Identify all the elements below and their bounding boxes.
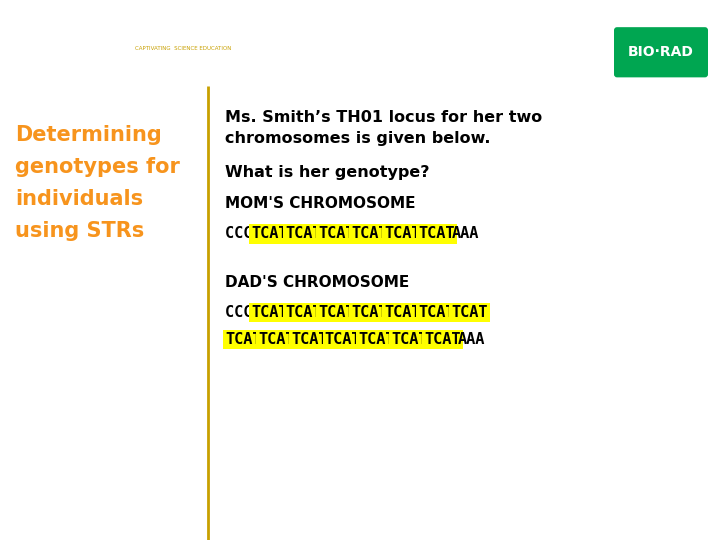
Text: chromosomes is given below.: chromosomes is given below. — [225, 131, 490, 146]
Text: TCAT: TCAT — [392, 332, 428, 347]
Text: TCAT: TCAT — [451, 305, 487, 320]
Text: TCAT: TCAT — [251, 305, 288, 320]
Text: genotypes for: genotypes for — [15, 157, 180, 177]
Text: TCAT: TCAT — [258, 332, 294, 347]
Text: TCAT: TCAT — [325, 332, 361, 347]
Text: AAA: AAA — [451, 226, 479, 241]
Text: Determining: Determining — [15, 125, 162, 145]
Text: Explorer: Explorer — [18, 58, 94, 76]
Text: TCAT: TCAT — [318, 226, 355, 241]
Text: TCAT: TCAT — [351, 226, 388, 241]
Text: using STRs: using STRs — [15, 221, 144, 241]
Text: AAA: AAA — [458, 332, 485, 347]
Text: TCAT: TCAT — [292, 332, 328, 347]
Text: Ms. Smith’s TH01 locus for her two: Ms. Smith’s TH01 locus for her two — [225, 110, 542, 125]
Text: CCC: CCC — [225, 226, 261, 241]
Text: TCAT: TCAT — [251, 226, 288, 241]
Text: Biotechnology: Biotechnology — [18, 34, 122, 49]
Text: CAPTIVATING  SCIENCE EDUCATION: CAPTIVATING SCIENCE EDUCATION — [135, 46, 231, 51]
Text: MOM'S CHROMOSOME: MOM'S CHROMOSOME — [225, 197, 415, 211]
Text: individuals: individuals — [15, 190, 143, 210]
Text: TCAT: TCAT — [384, 226, 421, 241]
Text: TCAT: TCAT — [225, 332, 261, 347]
Text: TCAT: TCAT — [384, 305, 421, 320]
Text: TCAT: TCAT — [418, 226, 454, 241]
Text: TCAT: TCAT — [351, 305, 388, 320]
Text: What is her genotype?: What is her genotype? — [225, 165, 430, 180]
Text: TCAT: TCAT — [285, 305, 321, 320]
Text: TCAT: TCAT — [285, 226, 321, 241]
FancyBboxPatch shape — [614, 27, 708, 77]
Text: BIO·RAD: BIO·RAD — [628, 45, 694, 59]
Text: DAD'S CHROMOSOME: DAD'S CHROMOSOME — [225, 275, 409, 290]
Text: TCAT: TCAT — [425, 332, 461, 347]
Text: TCAT: TCAT — [418, 305, 454, 320]
Text: CCC: CCC — [225, 305, 261, 320]
Text: TCAT: TCAT — [318, 305, 355, 320]
Text: TCAT: TCAT — [358, 332, 395, 347]
